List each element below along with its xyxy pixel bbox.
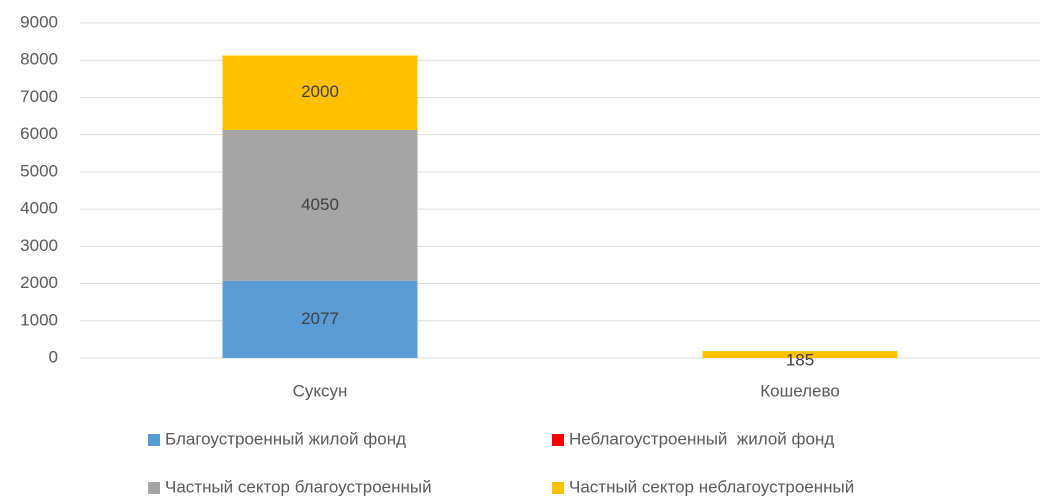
- legend-swatch: [148, 482, 160, 494]
- data-label: 2000: [301, 82, 339, 101]
- bar-segment: [702, 351, 898, 358]
- x-tick-label: Суксун: [293, 381, 348, 400]
- legend-swatch: [148, 434, 160, 446]
- y-tick-label: 5000: [20, 161, 58, 180]
- bar-segment: [222, 280, 418, 358]
- data-label: 4050: [301, 195, 339, 214]
- data-label: 2077: [301, 309, 339, 328]
- y-tick-label: 0: [49, 347, 58, 366]
- bar-segment: [222, 55, 418, 130]
- y-tick-label: 4000: [20, 199, 58, 218]
- legend-swatch: [552, 482, 564, 494]
- y-tick-label: 8000: [20, 50, 58, 69]
- legend-label: Неблагоустроенный жилой фонд: [569, 429, 834, 448]
- y-tick-label: 9000: [20, 12, 58, 31]
- data-label: 185: [786, 351, 814, 370]
- y-tick-label: 7000: [20, 87, 58, 106]
- legend-label: Частный сектор неблагоустроенный: [569, 477, 854, 496]
- y-tick-label: 6000: [20, 124, 58, 143]
- y-tick-label: 2000: [20, 273, 58, 292]
- legend-label: Благоустроенный жилой фонд: [165, 429, 406, 448]
- legend-label: Частный сектор благоустроенный: [165, 477, 432, 496]
- y-tick-label: 1000: [20, 310, 58, 329]
- legend-swatch: [552, 434, 564, 446]
- bar-segment: [222, 129, 418, 281]
- x-tick-label: Кошелево: [760, 381, 840, 400]
- y-tick-label: 3000: [20, 236, 58, 255]
